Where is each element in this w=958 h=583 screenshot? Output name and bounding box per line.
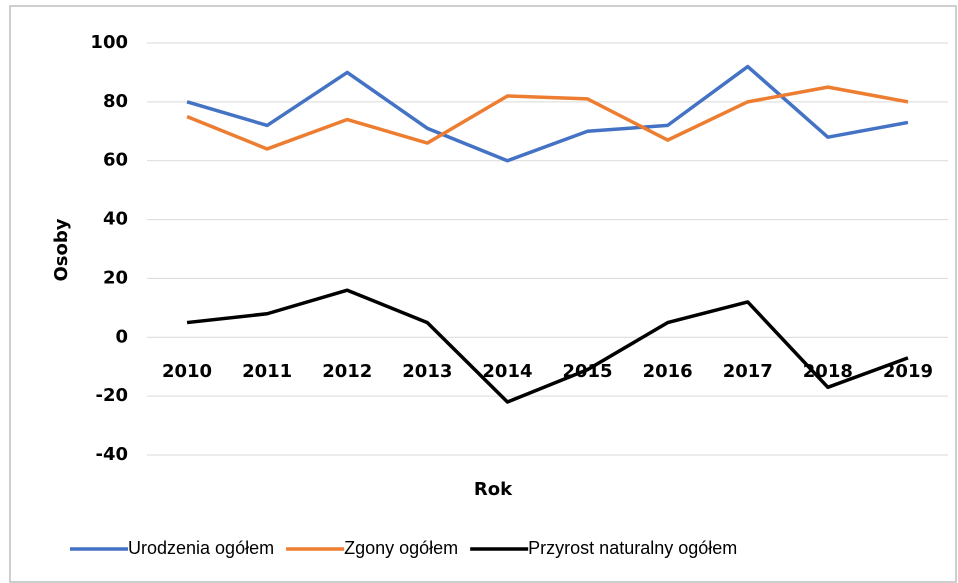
y-tick-label: 0 [115,326,128,347]
legend-label: Zgony ogółem [344,538,458,558]
series-line [186,85,909,151]
y-tick-label: -20 [95,385,128,406]
x-tick-label: 2010 [162,361,212,382]
x-tick-label: 2014 [482,361,532,382]
x-tick-label: 2012 [322,361,372,382]
y-tick-label: 100 [90,32,128,53]
x-tick-label: 2019 [883,361,933,382]
y-tick-label: 80 [103,91,128,112]
x-tick-label: 2011 [242,361,292,382]
x-tick-label: 2015 [562,361,612,382]
y-tick-label: -40 [95,444,128,465]
y-tick-label: 60 [103,150,128,171]
legend-label: Urodzenia ogółem [128,538,274,558]
y-tick-label: 40 [103,209,128,230]
x-tick-label: 2017 [723,361,773,382]
x-tick-label: 2018 [803,361,853,382]
legend-label: Przyrost naturalny ogółem [528,538,737,558]
x-tick-label: 2013 [402,361,452,382]
x-tick-label: 2016 [643,361,693,382]
series-line [186,64,909,163]
x-axis-title: Rok [474,479,513,500]
y-axis-title: Osoby [51,218,72,281]
y-tick-label: 20 [103,267,128,288]
series-line [186,288,909,404]
